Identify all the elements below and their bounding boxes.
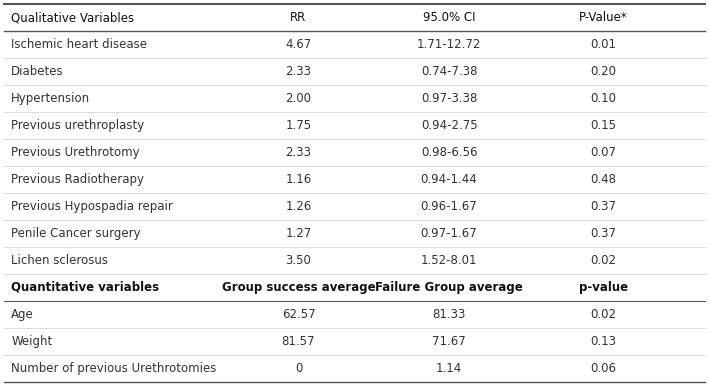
Text: 4.67: 4.67 bbox=[285, 38, 311, 51]
Text: 0.48: 0.48 bbox=[590, 173, 616, 186]
Text: Number of previous Urethrotomies: Number of previous Urethrotomies bbox=[11, 362, 216, 375]
Text: 0.01: 0.01 bbox=[590, 38, 616, 51]
Text: 0.37: 0.37 bbox=[590, 227, 616, 240]
Text: 0.13: 0.13 bbox=[590, 335, 616, 348]
Text: Lichen sclerosus: Lichen sclerosus bbox=[11, 254, 108, 267]
Text: 95.0% CI: 95.0% CI bbox=[423, 11, 475, 24]
Text: 1.14: 1.14 bbox=[436, 362, 462, 375]
Text: 0.97-3.38: 0.97-3.38 bbox=[421, 92, 477, 105]
Text: Group success average: Group success average bbox=[222, 281, 375, 294]
Text: 0.94-2.75: 0.94-2.75 bbox=[420, 119, 477, 132]
Text: Qualitative Variables: Qualitative Variables bbox=[11, 11, 134, 24]
Text: 0.10: 0.10 bbox=[590, 92, 616, 105]
Text: 0.94-1.44: 0.94-1.44 bbox=[420, 173, 477, 186]
Text: 1.71-12.72: 1.71-12.72 bbox=[417, 38, 481, 51]
Text: 1.52-8.01: 1.52-8.01 bbox=[421, 254, 477, 267]
Text: 0.02: 0.02 bbox=[590, 254, 616, 267]
Text: Penile Cancer surgery: Penile Cancer surgery bbox=[11, 227, 141, 240]
Text: Hypertension: Hypertension bbox=[11, 92, 90, 105]
Text: p-value: p-value bbox=[579, 281, 627, 294]
Text: 0.37: 0.37 bbox=[590, 200, 616, 213]
Text: 0.02: 0.02 bbox=[590, 308, 616, 321]
Text: 0.07: 0.07 bbox=[590, 146, 616, 159]
Text: 0.97-1.67: 0.97-1.67 bbox=[420, 227, 477, 240]
Text: Diabetes: Diabetes bbox=[11, 65, 64, 78]
Text: 2.00: 2.00 bbox=[286, 92, 311, 105]
Text: P-Value*: P-Value* bbox=[579, 11, 627, 24]
Text: 3.50: 3.50 bbox=[286, 254, 311, 267]
Text: 0: 0 bbox=[295, 362, 302, 375]
Text: 0.96-1.67: 0.96-1.67 bbox=[420, 200, 477, 213]
Text: 71.67: 71.67 bbox=[432, 335, 466, 348]
Text: Quantitative variables: Quantitative variables bbox=[11, 281, 160, 294]
Text: Age: Age bbox=[11, 308, 34, 321]
Text: 0.15: 0.15 bbox=[590, 119, 616, 132]
Text: 2.33: 2.33 bbox=[286, 65, 311, 78]
Text: 0.20: 0.20 bbox=[590, 65, 616, 78]
Text: RR: RR bbox=[290, 11, 306, 24]
Text: 0.74-7.38: 0.74-7.38 bbox=[421, 65, 477, 78]
Text: Previous Hypospadia repair: Previous Hypospadia repair bbox=[11, 200, 173, 213]
Text: 0.98-6.56: 0.98-6.56 bbox=[421, 146, 477, 159]
Text: 81.57: 81.57 bbox=[281, 335, 316, 348]
Text: Previous Radiotherapy: Previous Radiotherapy bbox=[11, 173, 144, 186]
Text: Previous urethroplasty: Previous urethroplasty bbox=[11, 119, 145, 132]
Text: 0.06: 0.06 bbox=[590, 362, 616, 375]
Text: Previous Urethrotomy: Previous Urethrotomy bbox=[11, 146, 140, 159]
Text: 62.57: 62.57 bbox=[281, 308, 316, 321]
Text: 2.33: 2.33 bbox=[286, 146, 311, 159]
Text: Failure Group average: Failure Group average bbox=[375, 281, 523, 294]
Text: Weight: Weight bbox=[11, 335, 52, 348]
Text: 81.33: 81.33 bbox=[432, 308, 466, 321]
Text: 1.27: 1.27 bbox=[285, 227, 311, 240]
Text: Ischemic heart disease: Ischemic heart disease bbox=[11, 38, 147, 51]
Text: 1.26: 1.26 bbox=[285, 200, 311, 213]
Text: 1.75: 1.75 bbox=[286, 119, 311, 132]
Text: 1.16: 1.16 bbox=[285, 173, 311, 186]
